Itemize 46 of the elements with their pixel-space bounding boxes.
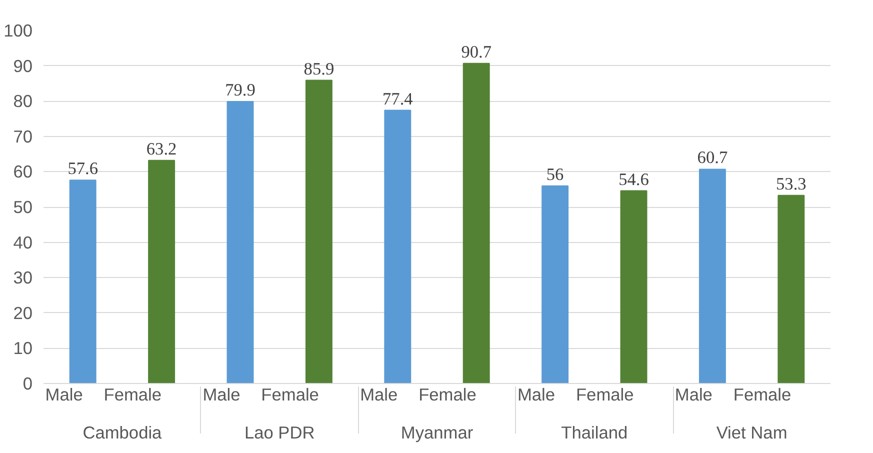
bar (620, 190, 648, 384)
x-tick-label: Female (576, 384, 634, 404)
data-label: 53.3 (776, 174, 806, 194)
x-tick-label: Female (418, 384, 476, 404)
x-tick-label: Female (261, 384, 319, 404)
y-tick-label: 70 (13, 126, 33, 146)
y-tick-label: 10 (13, 338, 33, 358)
x-tick-label: Male (517, 384, 556, 404)
y-tick-label: 30 (13, 268, 33, 288)
bar (148, 160, 176, 384)
y-tick-label: 80 (13, 91, 33, 112)
text: Cambodia (82, 422, 162, 442)
y-tick-label: 100 (4, 20, 33, 40)
data-label: 56 (546, 164, 564, 184)
data-label: 77.4 (382, 89, 414, 108)
bar (305, 80, 332, 384)
bar (698, 168, 726, 384)
y-tick-label: 50 (13, 197, 33, 217)
y-tick-label: 40 (13, 232, 33, 252)
data-label: 54.6 (618, 170, 650, 189)
x-tick-label: Female (104, 384, 162, 404)
bar (226, 100, 254, 384)
bar (384, 110, 412, 384)
data-label: 60.7 (697, 148, 728, 168)
bar (778, 194, 805, 384)
x-tick-label: Female (733, 384, 792, 404)
y-tick-label: 60 (13, 162, 33, 182)
data-label: 90.7 (461, 42, 492, 62)
x-tick-label: Male (45, 384, 83, 404)
y-tick-label: 20 (13, 302, 33, 323)
text: Lao PDR (244, 422, 315, 442)
data-label: 85.9 (304, 59, 334, 78)
x-tick-label: Male (202, 384, 240, 404)
y-tick-label: 90 (13, 56, 33, 76)
text: Thailand (561, 422, 628, 442)
text: Viet Nam (716, 422, 788, 442)
data-label: 63.2 (146, 139, 177, 158)
bar (542, 185, 569, 384)
data-label: 79.9 (225, 80, 256, 100)
y-tick-label: 0 (22, 374, 33, 394)
bar (69, 180, 96, 384)
bar (462, 62, 490, 384)
x-tick-label: Male (674, 384, 712, 404)
text: Myanmar (400, 422, 474, 442)
data-label: 57.6 (68, 159, 98, 178)
x-tick-label: Male (360, 384, 398, 404)
